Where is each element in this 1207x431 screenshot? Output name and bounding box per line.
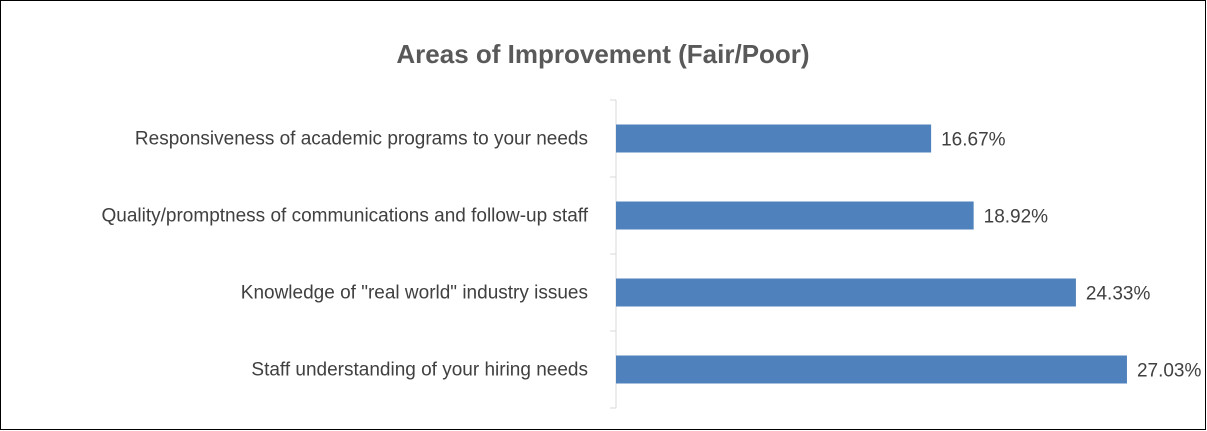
bar bbox=[616, 278, 1076, 307]
bar bbox=[616, 201, 974, 230]
y-tick-label: Staff understanding of your hiring needs bbox=[251, 359, 588, 380]
y-tick-label: Knowledge of "real world" industry issue… bbox=[240, 282, 588, 303]
y-tick-label: Quality/promptness of communications and… bbox=[101, 205, 589, 226]
value-label: 16.67% bbox=[941, 130, 1006, 151]
chart-title: Areas of Improvement (Fair/Poor) bbox=[396, 39, 809, 69]
bar bbox=[616, 355, 1127, 384]
value-label: 27.03% bbox=[1137, 361, 1202, 382]
y-tick-label: Responsiveness of academic programs to y… bbox=[134, 128, 588, 149]
value-label: 24.33% bbox=[1086, 284, 1151, 305]
bar bbox=[616, 124, 932, 153]
value-label: 18.92% bbox=[984, 207, 1049, 228]
